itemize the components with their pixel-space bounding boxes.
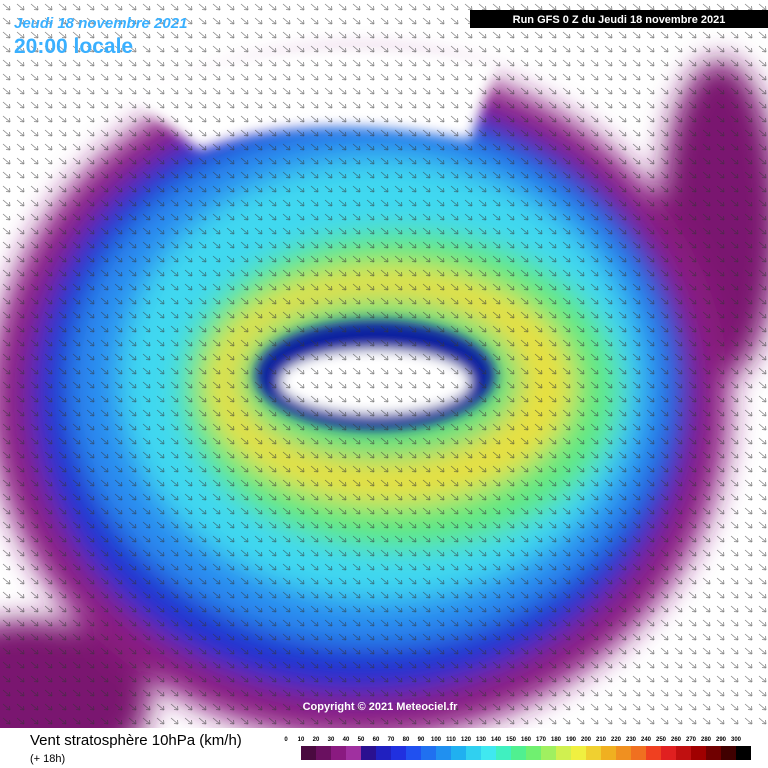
legend-swatch: [601, 746, 616, 760]
legend-label: 160: [521, 737, 532, 743]
legend-swatch: [556, 746, 571, 760]
legend-swatch: [361, 746, 376, 760]
legend-swatch: [391, 746, 406, 760]
legend-label: 40: [343, 737, 350, 743]
copyright: Copyright © 2021 Meteociel.fr: [303, 701, 459, 713]
legend-swatch: [661, 746, 676, 760]
legend-label: 70: [388, 737, 395, 743]
legend-swatch: [406, 746, 421, 760]
legend-swatch: [421, 746, 436, 760]
legend-swatch: [631, 746, 646, 760]
legend-label: 100: [431, 737, 442, 743]
legend-swatch: [526, 746, 541, 760]
legend-label: 140: [491, 737, 502, 743]
legend-swatch: [301, 746, 316, 760]
legend-label: 110: [446, 737, 456, 743]
legend-label: 210: [596, 737, 607, 743]
footer-title: Vent stratosphère 10hPa (km/h): [30, 732, 242, 749]
legend-swatch: [481, 746, 496, 760]
legend-swatch: [541, 746, 556, 760]
legend-swatch: [496, 746, 511, 760]
legend-swatch: [436, 746, 451, 760]
legend-label: 80: [403, 737, 410, 743]
legend-swatch: [676, 746, 691, 760]
legend-label: 190: [566, 737, 577, 743]
legend-label: 10: [298, 737, 305, 743]
legend-swatch: [286, 746, 301, 760]
legend-swatch: [451, 746, 466, 760]
legend-swatch: [466, 746, 481, 760]
legend-label: 300: [731, 737, 742, 743]
legend-swatch: [331, 746, 346, 760]
legend-label: 130: [476, 737, 487, 743]
legend-label: 200: [581, 737, 592, 743]
legend-label: 150: [506, 737, 517, 743]
legend-label: 30: [328, 737, 335, 743]
footer-lead: (+ 18h): [30, 753, 65, 765]
legend-swatch: [346, 746, 361, 760]
legend-label: 170: [536, 737, 547, 743]
date: Jeudi 18 novembre 2021: [14, 15, 187, 32]
legend-swatch: [616, 746, 631, 760]
legend-label: 180: [551, 737, 562, 743]
legend-label: 250: [656, 737, 667, 743]
legend-label: 60: [373, 737, 380, 743]
legend-swatch: [316, 746, 331, 760]
legend-swatch: [571, 746, 586, 760]
legend-swatch: [736, 746, 751, 760]
legend-label: 90: [418, 737, 425, 743]
time: 20:00 locale: [14, 35, 133, 58]
legend-label: 20: [313, 737, 320, 743]
run-info: Run GFS 0 Z du Jeudi 18 novembre 2021: [513, 14, 726, 26]
legend-label: 290: [716, 737, 727, 743]
legend-swatch: [646, 746, 661, 760]
legend: 0 10 20 30 40 50 60 70 80 90 100 110 120 130 140 150 160…: [284, 737, 751, 760]
legend-label: 220: [611, 737, 622, 743]
legend-swatch: [706, 746, 721, 760]
legend-label: 230: [626, 737, 637, 743]
legend-swatch: [586, 746, 601, 760]
legend-swatch: [721, 746, 736, 760]
legend-label: 0: [284, 737, 288, 743]
legend-swatch: [376, 746, 391, 760]
legend-label: 260: [671, 737, 682, 743]
legend-label: 50: [358, 737, 365, 743]
legend-label: 120: [461, 737, 472, 743]
legend-swatch: [691, 746, 706, 760]
legend-label: 240: [641, 737, 652, 743]
legend-label: 280: [701, 737, 712, 743]
legend-swatch: [511, 746, 526, 760]
legend-label: 270: [686, 737, 697, 743]
